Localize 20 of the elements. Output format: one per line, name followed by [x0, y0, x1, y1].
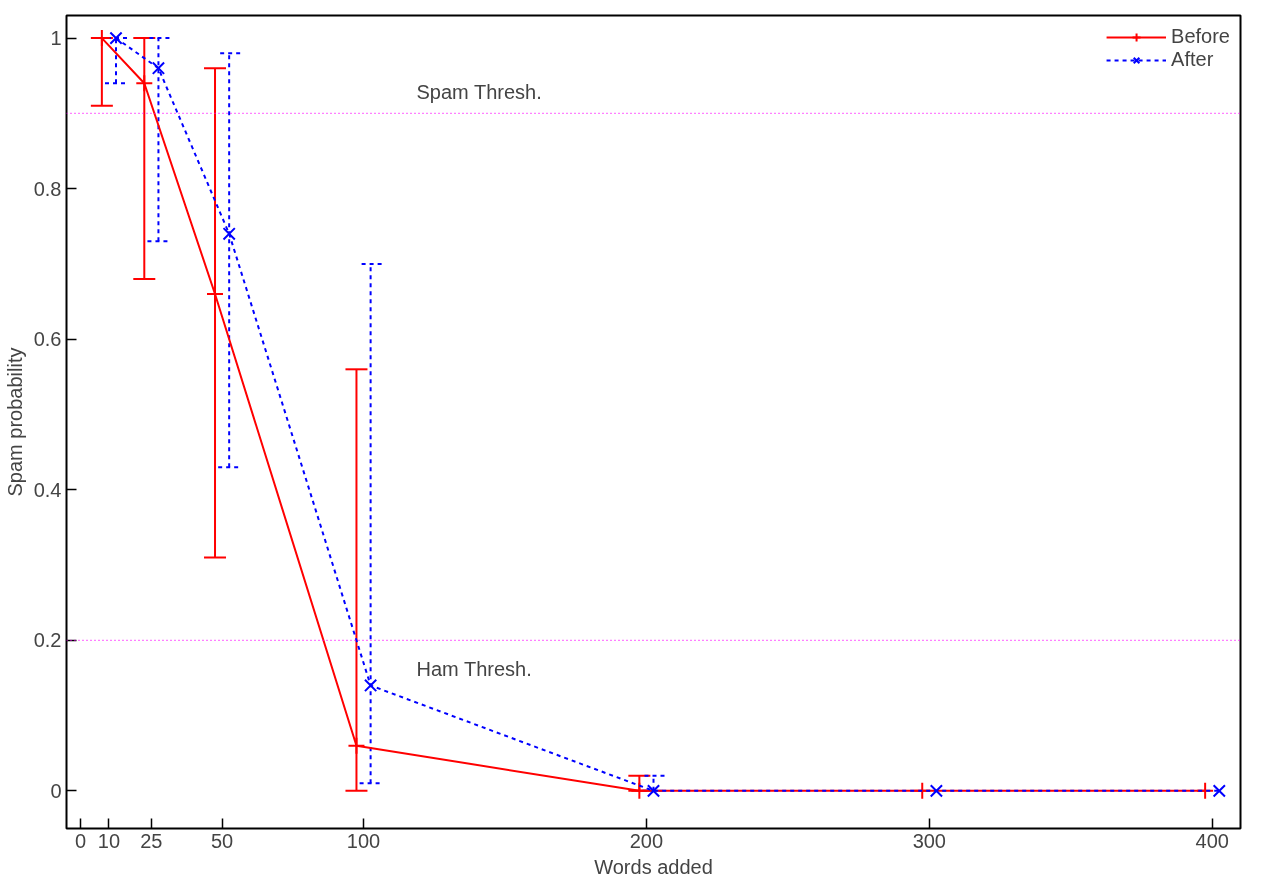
legend-label: Before: [1171, 25, 1230, 48]
x-tick-label: 50: [210, 829, 234, 852]
y-tick-label: 0.2: [33, 629, 62, 652]
y-axis-title: Spam probability: [3, 347, 26, 497]
x-tick-label: 200: [629, 829, 664, 852]
x-tick-label: 300: [912, 829, 947, 852]
y-tick-label: 1: [50, 27, 62, 50]
x-axis-title: Words added: [594, 855, 713, 878]
y-tick-label: 0.4: [33, 478, 62, 501]
x-tick-label: 10: [97, 829, 121, 852]
x-tick-label: 100: [346, 829, 381, 852]
legend-label: After: [1171, 48, 1214, 71]
y-tick-label: 0.6: [33, 328, 62, 351]
y-tick-label: 0.8: [33, 177, 62, 200]
x-tick-label: 25: [140, 829, 163, 852]
y-tick-label: 0: [50, 779, 62, 802]
ref-line-label: Spam Thresh.: [416, 81, 542, 104]
x-tick-label: 400: [1195, 829, 1229, 852]
x-tick-label: 0: [75, 829, 87, 852]
ref-line-label: Ham Thresh.: [416, 658, 532, 681]
